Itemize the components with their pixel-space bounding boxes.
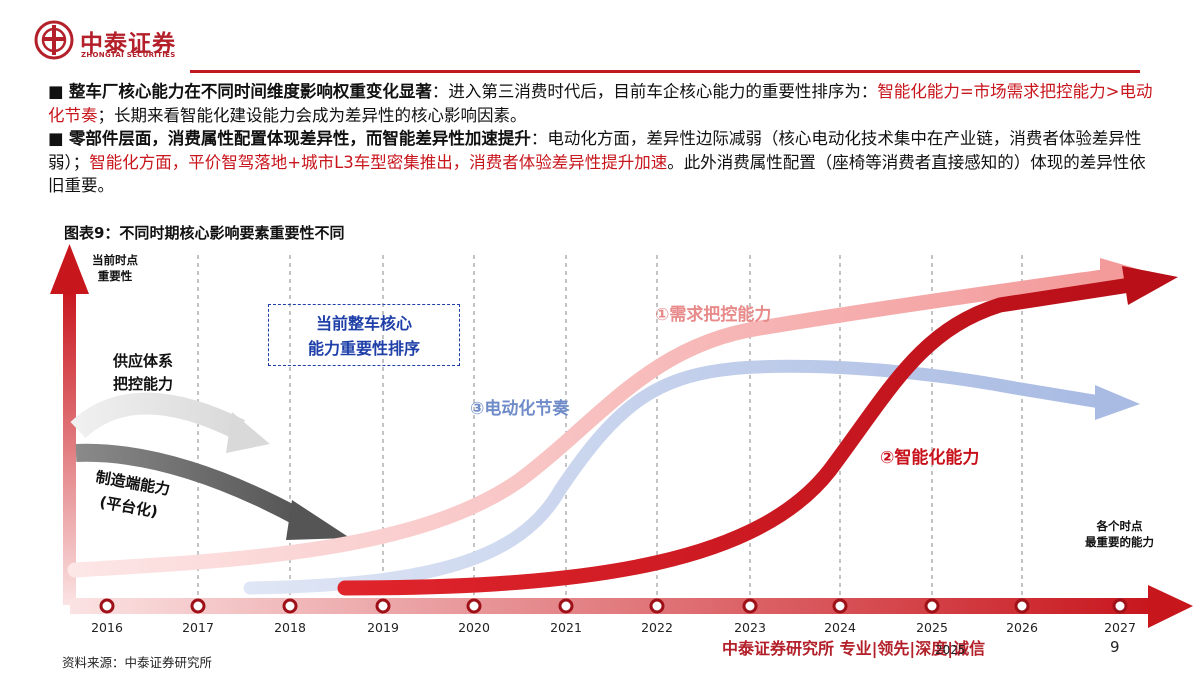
supply-arrow [70, 392, 270, 453]
right-axis-label-line2: 最重要的能力 [1085, 535, 1154, 549]
ranking-note-box: 当前整车核心 能力重要性排序 [268, 304, 460, 366]
year-2027: 2027 [1104, 620, 1136, 635]
year-2016: 2016 [91, 620, 123, 635]
bullet-text-block: ■ 整车厂核心能力在不同时间维度影响权重变化显著：进入第三消费时代后，目前车企核… [48, 80, 1158, 198]
bullet-2-bold: 零部件层面，消费属性配置体现差异性，而智能差异性加速提升 [68, 129, 531, 148]
source-note: 资料来源：中泰证券研究所 [62, 655, 213, 670]
page-number: 9 [1110, 638, 1120, 656]
y-axis-label: 当前时点 重要性 [92, 252, 138, 284]
overlay-year-label: 2025 [935, 643, 966, 657]
year-2022: 2022 [641, 620, 673, 635]
y-axis-label-line2: 重要性 [97, 269, 133, 283]
bullet-1: ■ 整车厂核心能力在不同时间维度影响权重变化显著：进入第三消费时代后，目前车企核… [48, 80, 1158, 127]
logo-en-text: ZHONGTAI SECURITIES [81, 51, 176, 59]
bullet-2-tail: 。此外消费属性配置（座椅等消费者直接感知的）体现的差异性依旧重要。 [48, 152, 1146, 196]
demand-label: ①需求把控能力 [655, 305, 772, 325]
manufacturing-arrow [75, 443, 350, 540]
bullet-1-marker: ■ [48, 82, 64, 101]
footer-brand: 中泰证券研究所 专业|领先|深度|诚信 [722, 639, 986, 658]
ranking-note-line1: 当前整车核心 [315, 314, 412, 333]
bullet-1-tail: ；长期来看智能化建设能力会成为差异性的核心影响因素。 [97, 105, 527, 125]
year-2017: 2017 [182, 620, 214, 635]
year-2023: 2023 [734, 620, 766, 635]
year-2024: 2024 [824, 620, 856, 635]
supply-label-line1: 供应体系 [113, 352, 174, 370]
year-2020: 2020 [458, 620, 490, 635]
year-2019: 2019 [367, 620, 399, 635]
year-2026: 2026 [1006, 620, 1038, 635]
right-axis-label: 各个时点 最重要的能力 [1085, 518, 1154, 550]
figure-title: 图表9：不同时期核心影响要素重要性不同 [64, 224, 345, 242]
bullet-1-bold: 整车厂核心能力在不同时间维度影响权重变化显著 [68, 82, 432, 101]
right-axis-label-line1: 各个时点 [1096, 519, 1143, 533]
intelligence-label: ②智能化能力 [880, 448, 980, 468]
supply-label: 供应体系 把控能力 [113, 350, 173, 396]
header-rule [190, 70, 1140, 73]
y-axis-label-line1: 当前时点 [92, 253, 138, 267]
logo-mark-icon [34, 20, 74, 60]
bullet-2-rest: ：电动化方面，差异性边际减弱（核心电动化技术集中在产业链，消费者体验差异性弱）； [48, 129, 1142, 172]
ranking-note-line2: 能力重要性排序 [307, 339, 420, 358]
year-2018: 2018 [274, 620, 306, 635]
supply-label-line2: 把控能力 [113, 375, 174, 393]
electrification-label: ③电动化节奏 [470, 399, 570, 419]
year-2021: 2021 [550, 620, 582, 635]
bullet-2: ■ 零部件层面，消费属性配置体现差异性，而智能差异性加速提升：电动化方面，差异性… [48, 127, 1158, 198]
intelligence-curve [337, 266, 1178, 596]
year-markers [99, 598, 1128, 614]
company-logo: 中泰证券 ZHONGTAI SECURITIES [34, 20, 234, 64]
electrification-curve [243, 359, 1140, 595]
bullet-1-highlight: 智能化能力=市场需求把控能力>电动化节奏 [48, 82, 1153, 125]
y-axis-arrow [50, 244, 89, 605]
bullet-2-highlight: 智能化方面，平价智驾落地+城市L3车型密集推出，消费者体验差异性提升加速 [89, 152, 668, 172]
year-2025: 2025 [916, 620, 948, 635]
bullet-2-marker: ■ [48, 129, 64, 148]
bullet-1-rest: ：进入第三消费时代后，目前车企核心能力的重要性排序为： [431, 82, 878, 101]
x-axis-arrow [70, 585, 1193, 628]
logo-cn-text: 中泰证券 [80, 31, 176, 57]
